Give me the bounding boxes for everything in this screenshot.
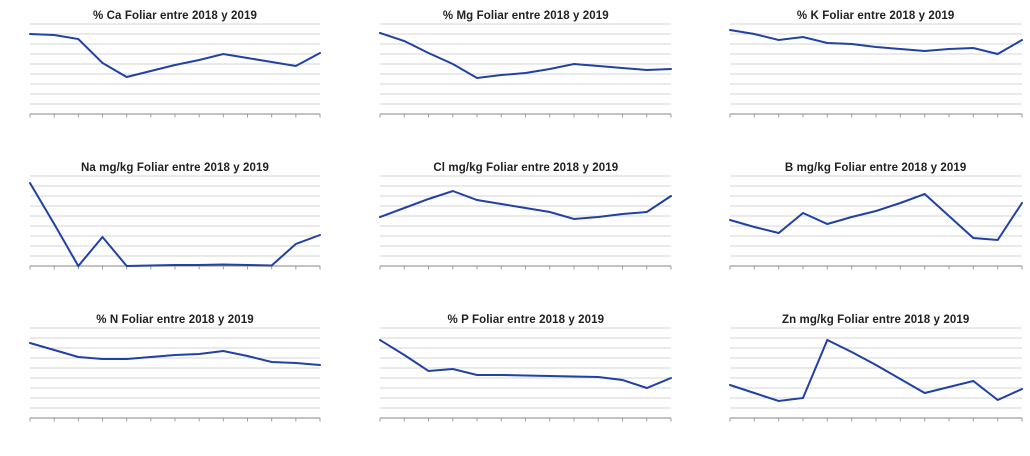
chart-title: Zn mg/kg Foliar entre 2018 y 2019 xyxy=(781,314,970,326)
line-plot xyxy=(29,175,321,270)
chart-title: % P Foliar entre 2018 y 2019 xyxy=(447,314,605,326)
chart-title: B mg/kg Foliar entre 2018 y 2019 xyxy=(784,162,967,174)
chart-title: % K Foliar entre 2018 y 2019 xyxy=(796,10,955,22)
chart-p-foliar: % P Foliar entre 2018 y 2019 xyxy=(343,304,686,456)
chart-k-foliar: % K Foliar entre 2018 y 2019 xyxy=(687,0,1030,152)
chart-mg-foliar: % Mg Foliar entre 2018 y 2019 xyxy=(343,0,686,152)
chart-title: Na mg/kg Foliar entre 2018 y 2019 xyxy=(80,162,270,174)
line-plot xyxy=(379,23,673,118)
chart-b-foliar: B mg/kg Foliar entre 2018 y 2019 xyxy=(687,152,1030,304)
line-plot xyxy=(379,327,673,422)
line-plot xyxy=(379,175,673,270)
chart-na-foliar: Na mg/kg Foliar entre 2018 y 2019 xyxy=(0,152,343,304)
chart-title: % N Foliar entre 2018 y 2019 xyxy=(96,314,254,326)
line-plot xyxy=(728,327,1023,422)
chart-title: % Ca Foliar entre 2018 y 2019 xyxy=(93,10,257,22)
line-plot xyxy=(728,175,1023,270)
chart-title: % Mg Foliar entre 2018 y 2019 xyxy=(442,10,609,22)
line-plot xyxy=(29,23,321,118)
chart-n-foliar: % N Foliar entre 2018 y 2019 xyxy=(0,304,343,456)
line-plot xyxy=(728,23,1023,118)
chart-zn-foliar: Zn mg/kg Foliar entre 2018 y 2019 xyxy=(687,304,1030,456)
line-plot xyxy=(29,327,321,422)
chart-title: Cl mg/kg Foliar entre 2018 y 2019 xyxy=(433,162,619,174)
chart-ca-foliar: % Ca Foliar entre 2018 y 2019 xyxy=(0,0,343,152)
chart-cl-foliar: Cl mg/kg Foliar entre 2018 y 2019 xyxy=(343,152,686,304)
